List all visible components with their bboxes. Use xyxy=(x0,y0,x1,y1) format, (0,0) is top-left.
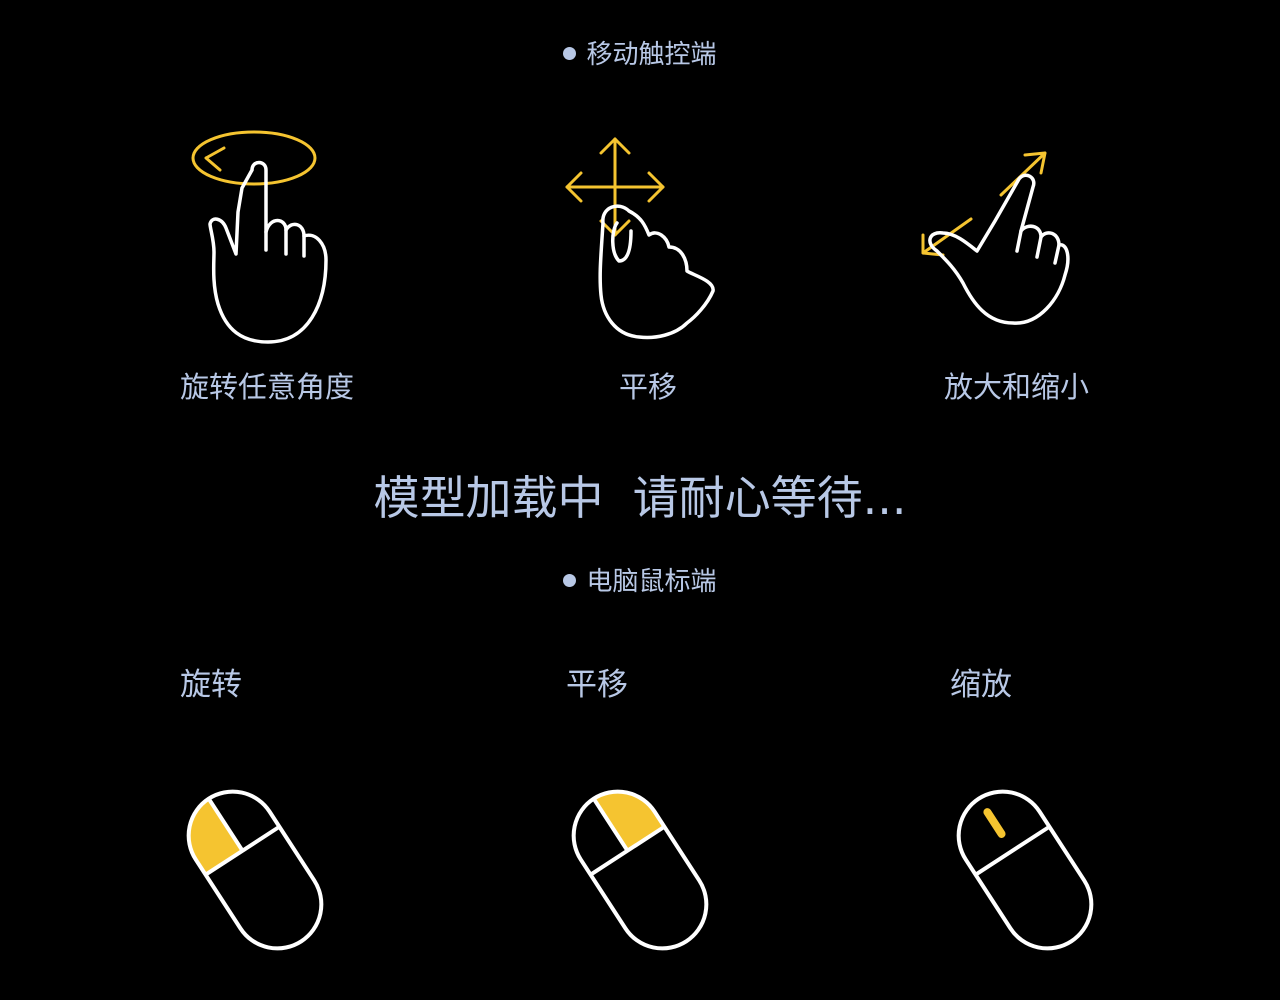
bullet-dot-icon xyxy=(563,47,577,60)
loading-message: 模型加载中 请耐心等待... xyxy=(373,471,907,525)
rotate-gesture-icon xyxy=(191,130,328,344)
desktop-section-title: 电脑鼠标端 xyxy=(0,567,1280,597)
pan-gesture-icon xyxy=(565,137,715,340)
mouse-right-button-icon xyxy=(571,775,709,951)
gesture-label-rotate: 旋转任意角度 xyxy=(180,370,355,404)
pinch-zoom-gesture-icon xyxy=(921,151,1070,325)
mobile-section-title: 移动触控端 xyxy=(0,40,1280,70)
gesture-label-pan: 平移 xyxy=(619,370,678,404)
mouse-label-pan: 平移 xyxy=(566,667,628,703)
gesture-label-zoom: 放大和缩小 xyxy=(944,370,1090,404)
mouse-label-rotate: 旋转 xyxy=(180,667,242,703)
mouse-left-button-icon xyxy=(175,789,324,951)
mouse-scroll-wheel-icon xyxy=(956,789,1094,951)
bullet-dot-icon xyxy=(563,574,577,587)
mouse-label-zoom: 缩放 xyxy=(950,667,1012,703)
